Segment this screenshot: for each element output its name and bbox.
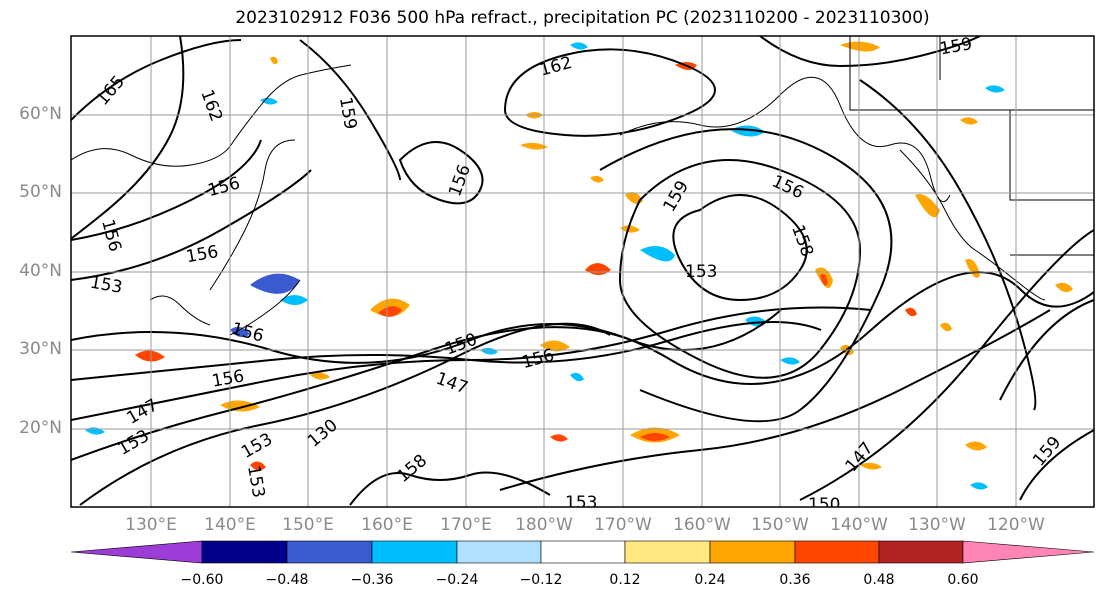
colorbar-tick-label: −0.60 xyxy=(180,572,224,588)
colorbar-segment xyxy=(540,540,626,564)
colorbar-segment xyxy=(286,540,373,564)
colorbar-segment xyxy=(201,540,288,564)
colorbar-segment xyxy=(456,540,542,564)
lon-label: 130°E xyxy=(125,515,177,535)
lon-label: 120°W xyxy=(987,515,1045,535)
coastlines xyxy=(71,36,1094,336)
lat-label: 60°N xyxy=(19,104,62,124)
colorbar-tick-label: −0.36 xyxy=(350,572,394,588)
colorbar-tick-label: 0.24 xyxy=(694,572,726,588)
colorbar-tick-label: −0.12 xyxy=(519,572,563,588)
colorbar-tick-label: −0.48 xyxy=(265,572,309,588)
lat-label: 50°N xyxy=(19,182,62,202)
map-frame xyxy=(70,35,1095,508)
lon-label: 150°E xyxy=(282,515,334,535)
graticule xyxy=(71,36,1094,507)
colorbar-segment xyxy=(371,540,458,564)
colorbar xyxy=(70,540,1095,564)
colorbar-segment xyxy=(709,540,796,564)
lon-label: 140°W xyxy=(830,515,888,535)
contour-label: 153 xyxy=(565,493,597,513)
lon-label: 180°W xyxy=(515,515,573,535)
contour-label: 153 xyxy=(685,262,717,282)
lon-label: 170°E xyxy=(440,515,492,535)
lat-label: 40°N xyxy=(19,261,62,281)
lon-label: 130°W xyxy=(908,515,966,535)
lat-label: 30°N xyxy=(19,339,62,359)
lat-label: 20°N xyxy=(19,418,62,438)
colorbar-tick-label: −0.24 xyxy=(435,572,479,588)
colorbar-tick-label: 0.36 xyxy=(779,572,811,588)
colorbar-segment xyxy=(624,540,711,564)
lon-label: 150°W xyxy=(751,515,809,535)
colorbar-segment xyxy=(878,540,964,564)
contour-label: 150 xyxy=(808,495,840,515)
colorbar-segment xyxy=(962,540,1095,564)
colorbar-tick-label: 0.12 xyxy=(609,572,641,588)
colorbar-tick-label: 0.60 xyxy=(947,572,979,588)
lon-label: 160°W xyxy=(673,515,731,535)
lon-label: 160°E xyxy=(361,515,413,535)
map-title: 2023102912 F036 500 hPa refract., precip… xyxy=(235,8,930,28)
colorbar-segment xyxy=(794,540,880,564)
colorbar-segment xyxy=(70,540,203,564)
lon-label: 170°W xyxy=(594,515,652,535)
colorbar-tick-label: 0.48 xyxy=(863,572,895,588)
lon-label: 140°E xyxy=(204,515,256,535)
contour-label: 159 xyxy=(938,34,973,59)
